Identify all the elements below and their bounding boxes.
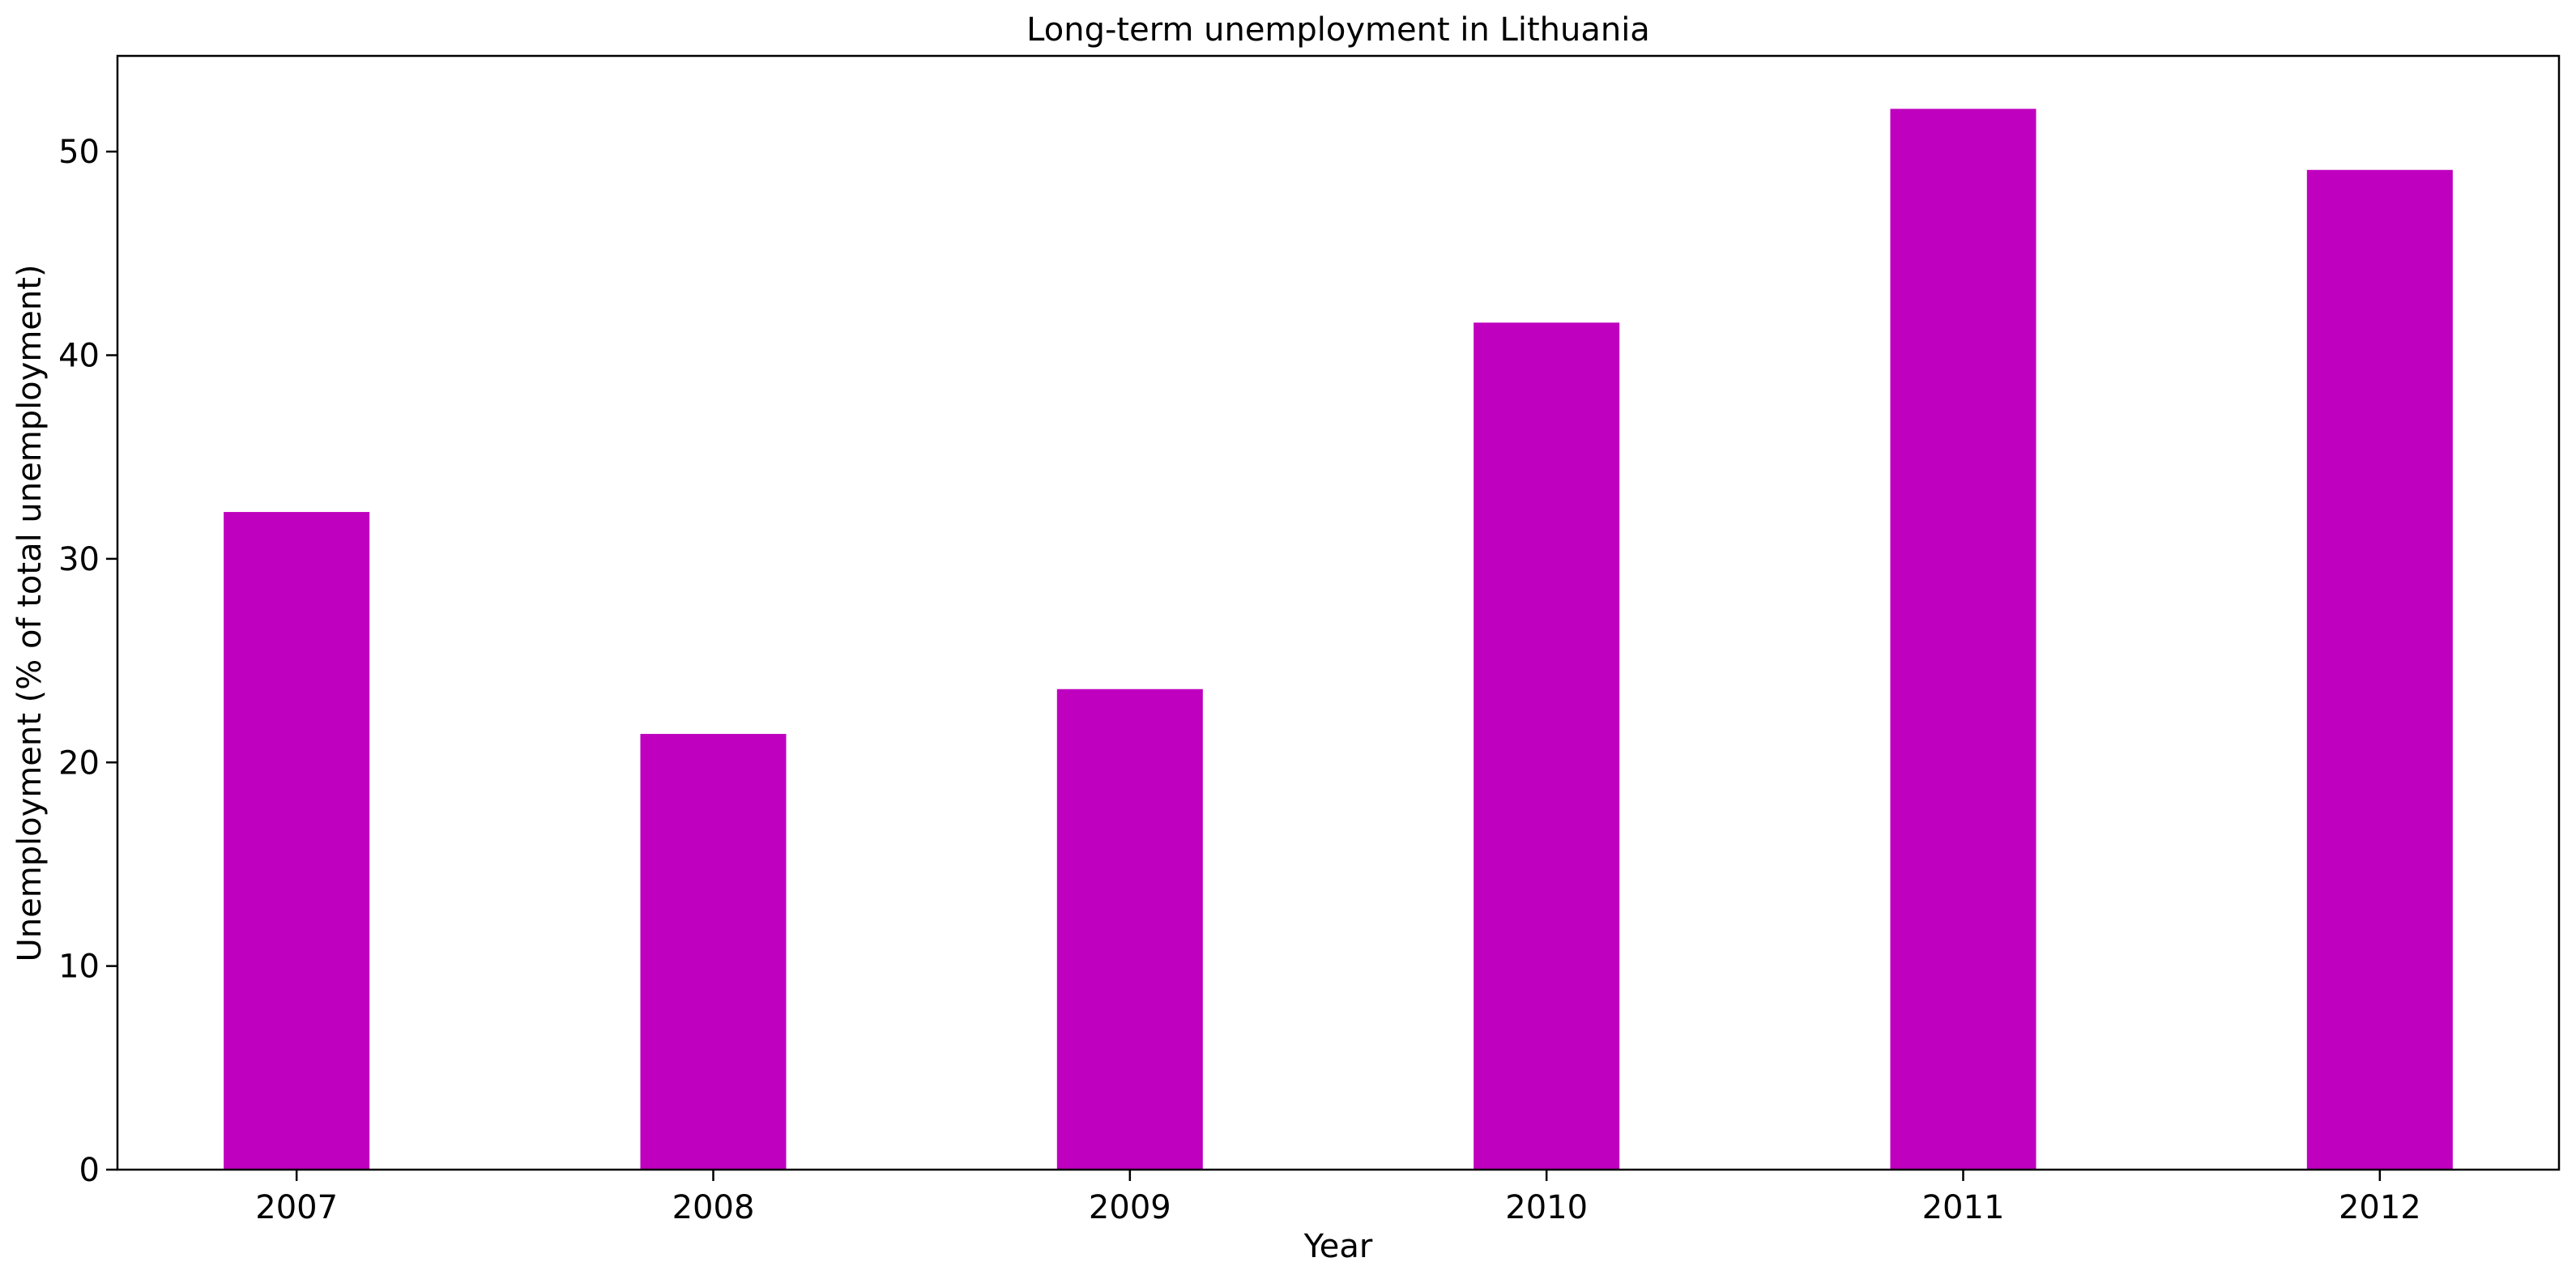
x-tick-label: 2009: [1089, 1189, 1171, 1226]
y-tick-label: 30: [58, 541, 100, 578]
bar-2007: [224, 512, 370, 1170]
y-tick-label: 10: [58, 949, 100, 986]
x-tick-label: 2008: [672, 1189, 755, 1226]
y-tick-label: 20: [58, 744, 100, 782]
x-tick-label: 2010: [1505, 1189, 1588, 1226]
x-tick-label: 2007: [255, 1189, 338, 1226]
y-tick-label: 40: [58, 338, 100, 375]
x-tick-label: 2012: [2339, 1189, 2421, 1226]
y-axis-label: Unemployment (% of total unemployment): [11, 264, 49, 961]
bars-group: [224, 109, 2453, 1170]
x-axis: 2007 2008 2009 2010 2011 2012: [255, 1170, 2421, 1226]
bar-2009: [1056, 689, 1203, 1170]
y-axis: 0 10 20 30 40 50: [58, 134, 117, 1189]
y-tick-label: 50: [58, 134, 100, 171]
bar-2011: [1890, 109, 2036, 1170]
x-axis-label: Year: [1303, 1228, 1373, 1265]
x-tick-label: 2011: [1922, 1189, 2005, 1226]
plot-frame: [116, 54, 2561, 1171]
bar-2008: [640, 734, 787, 1170]
bar-2010: [1474, 322, 1620, 1170]
chart-title: Long-term unemployment in Lithuania: [1026, 11, 1650, 49]
bar-2012: [2306, 169, 2453, 1170]
y-tick-label: 0: [79, 1152, 100, 1189]
